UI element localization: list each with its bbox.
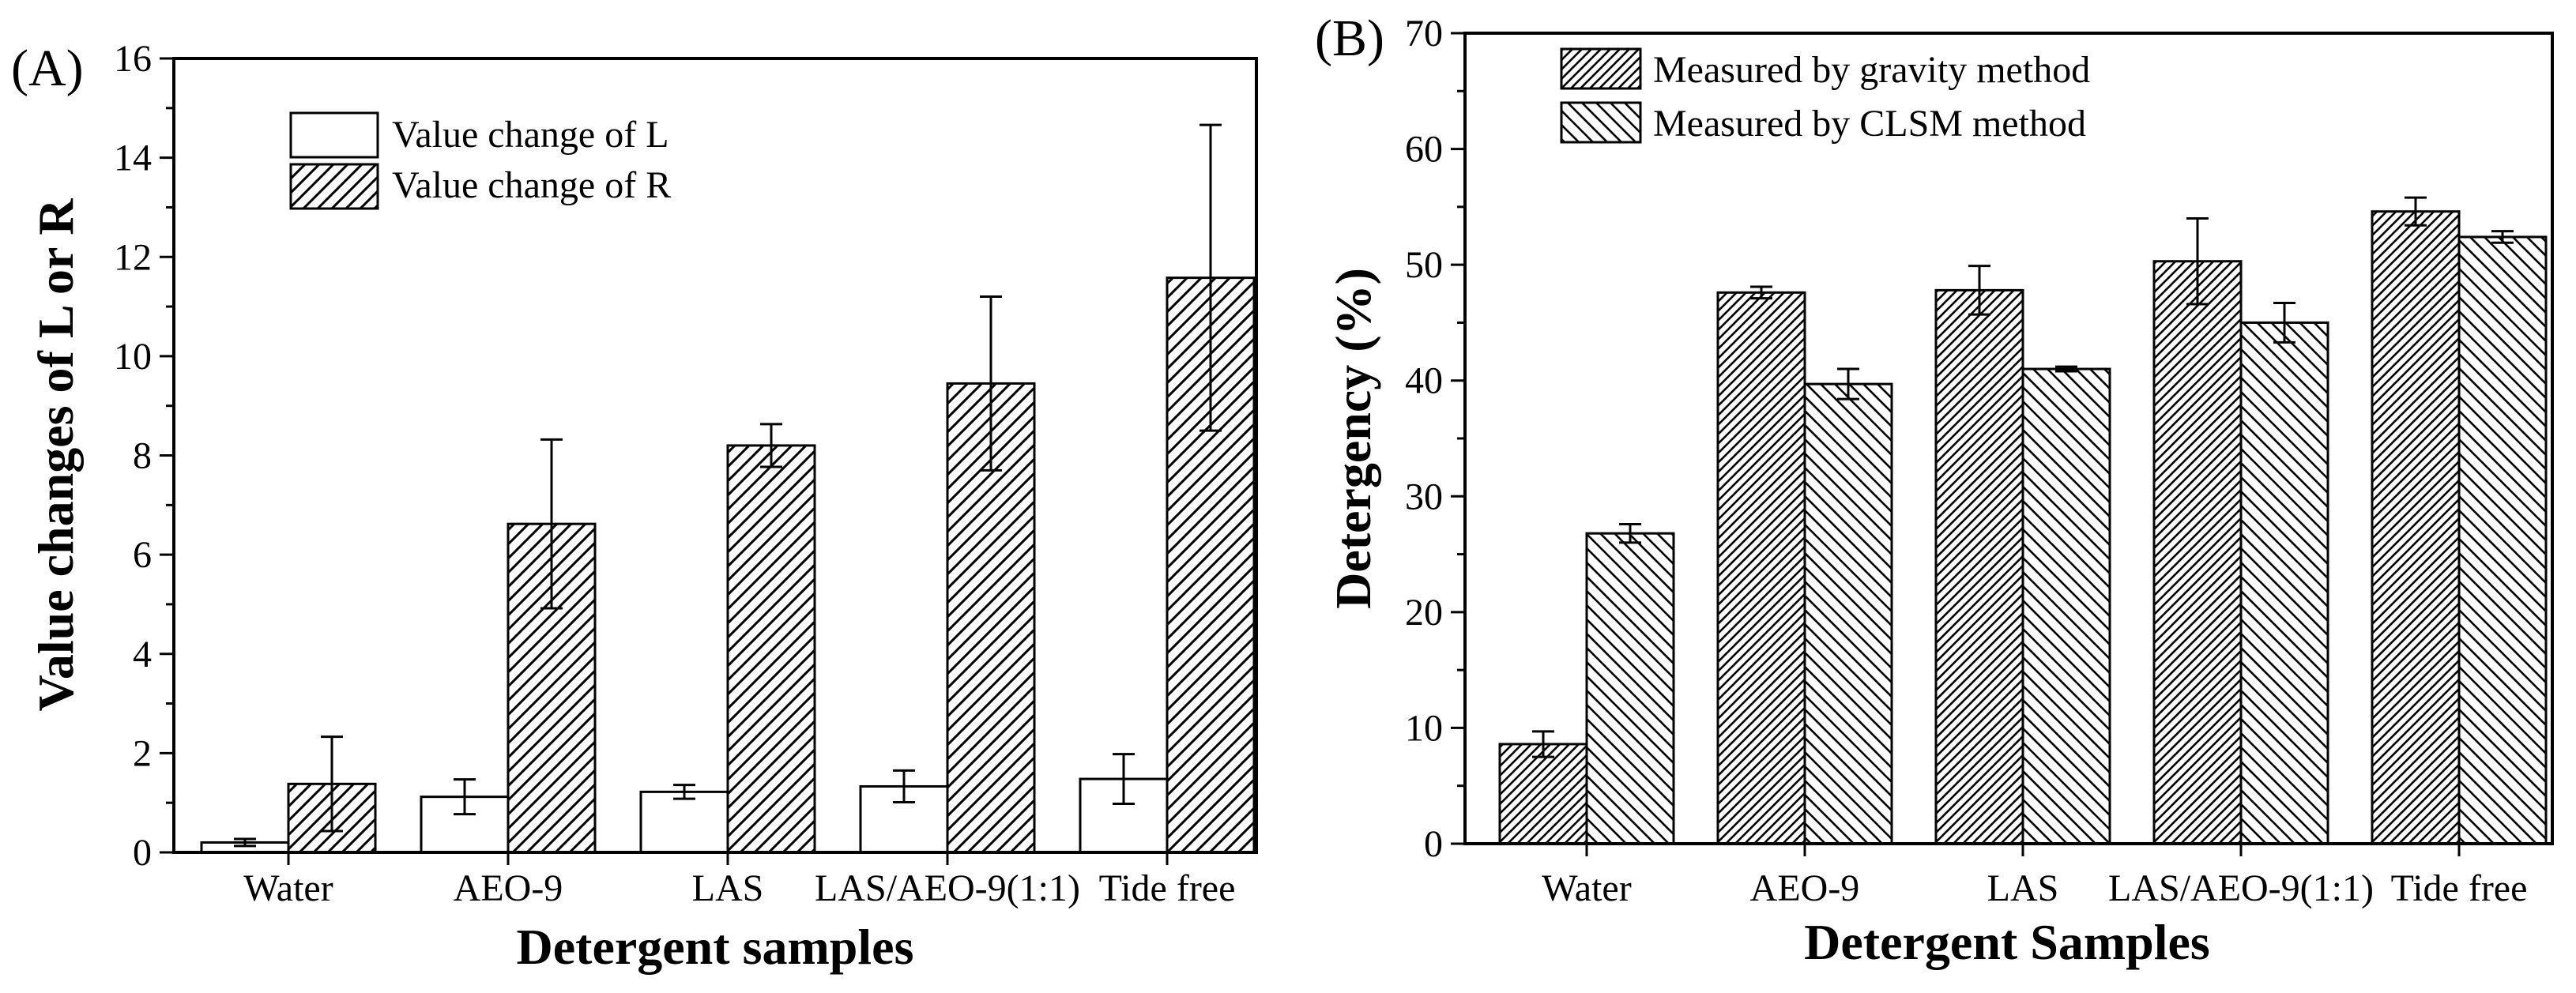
b-error-bar-1-0 <box>1619 522 1641 544</box>
a-x-tick-label: LAS <box>692 867 764 909</box>
a-error-bar-0-4 <box>1113 753 1135 805</box>
panel-b-y-axis-title: Detergency (%) <box>1325 268 1381 609</box>
b-bar-0-4 <box>2371 210 2461 845</box>
b-error-bar-0-2 <box>1968 265 1990 316</box>
b-x-tick-label: Tide free <box>2391 867 2528 909</box>
b-error-bar-0-0 <box>1532 730 1554 758</box>
a-error-bar-0-3 <box>893 769 915 804</box>
b-y-tick-label: 30 <box>1405 476 1443 517</box>
a-y-tick-label: 2 <box>133 732 152 774</box>
b-bar-1-0 <box>1585 532 1675 845</box>
b-x-tick-label: LAS <box>1987 867 2059 909</box>
b-bar-0-1 <box>1716 291 1806 845</box>
legend-gravity-label: Measured by gravity method <box>1653 49 2090 91</box>
b-bar-1-2 <box>2021 367 2111 845</box>
a-y-tick-label: 12 <box>114 236 152 278</box>
b-x-tick-label: AEO-9 <box>1750 867 1860 909</box>
b-y-tick-label: 40 <box>1405 360 1443 402</box>
panel-a-axes: Water AEO-9 LAS LAS/AEO-9(1:1) Tide free 0 2 4 6… <box>114 38 1235 909</box>
a-y-tick-label: 8 <box>133 435 152 477</box>
b-y-tick-label: 60 <box>1405 129 1443 171</box>
a-bar-1-2 <box>726 444 816 854</box>
b-bar-0-2 <box>1934 288 2024 845</box>
panel-a-label: (A) <box>11 39 84 97</box>
panel-a-legend: Value change of L Value change of R <box>289 111 671 210</box>
panel-b: (B) Measured by gravity method Measured … <box>1315 9 2554 970</box>
legend-clsm-label: Measured by CLSM method <box>1653 103 2086 145</box>
legend-r-label: Value change of R <box>392 164 671 206</box>
legend-l-label: Value change of L <box>392 114 669 156</box>
b-error-bar-0-3 <box>2186 217 2209 306</box>
a-x-tick-label: Tide free <box>1099 867 1236 909</box>
b-bar-1-3 <box>2239 321 2329 845</box>
b-bar-0-3 <box>2152 260 2243 845</box>
a-bar-0-2 <box>639 790 729 854</box>
b-y-tick-label: 70 <box>1405 13 1443 55</box>
legend-clsm-swatch <box>1560 101 1642 144</box>
b-bar-0-0 <box>1498 743 1588 845</box>
b-y-tick-label: 0 <box>1424 823 1443 865</box>
a-error-bar-0-0 <box>234 837 256 848</box>
panel-b-legend: Measured by gravity method Measured by C… <box>1560 47 2090 145</box>
panel-b-axes: Water AEO-9 LAS LAS/AEO-9(1:1) Tide free 0 10 2… <box>1405 13 2527 909</box>
a-y-tick-label: 6 <box>133 534 152 576</box>
a-y-tick-label: 16 <box>114 38 152 80</box>
a-x-tick-label: LAS/AEO-9(1:1) <box>815 867 1080 909</box>
a-error-bar-1-4 <box>1199 123 1222 432</box>
legend-r-swatch <box>289 163 379 210</box>
b-error-bar-1-3 <box>2273 302 2295 344</box>
a-error-bar-0-2 <box>673 784 695 800</box>
b-bar-1-4 <box>2457 235 2548 845</box>
panel-a-x-axis-title: Detergent samples <box>517 919 914 975</box>
b-error-bar-1-4 <box>2491 230 2514 244</box>
panel-a-bars <box>200 123 1256 854</box>
b-error-bar-1-2 <box>2055 365 2077 373</box>
b-error-bar-0-4 <box>2405 196 2427 227</box>
panel-b-label: (B) <box>1315 9 1384 67</box>
b-error-bar-0-1 <box>1750 285 1772 300</box>
legend-gravity-swatch <box>1560 47 1642 90</box>
a-error-bar-0-1 <box>454 778 476 816</box>
a-y-tick-label: 14 <box>114 137 152 179</box>
panel-a: (A) Value change of L Value change of R … <box>11 38 1258 975</box>
panel-b-bars <box>1498 196 2548 845</box>
legend-l-swatch <box>289 111 379 159</box>
a-error-bar-1-0 <box>321 735 343 833</box>
a-error-bar-1-2 <box>760 423 782 468</box>
b-error-bar-1-1 <box>1837 367 1859 401</box>
a-x-tick-label: Water <box>243 867 333 909</box>
b-bar-1-1 <box>1803 382 1893 845</box>
a-y-tick-label: 4 <box>133 634 152 675</box>
b-y-tick-label: 10 <box>1405 707 1443 749</box>
a-y-tick-label: 0 <box>133 832 152 874</box>
panel-b-x-axis-title: Detergent Samples <box>1804 914 2210 970</box>
panel-a-y-axis-title: Value changes of L or R <box>28 198 84 712</box>
a-error-bar-1-3 <box>980 295 1002 472</box>
b-x-tick-label: LAS/AEO-9(1:1) <box>2108 867 2374 909</box>
a-y-tick-label: 10 <box>114 336 152 378</box>
b-y-tick-label: 50 <box>1405 244 1443 286</box>
a-error-bar-1-1 <box>540 438 563 610</box>
a-x-tick-label: AEO-9 <box>454 867 563 909</box>
b-x-tick-label: Water <box>1542 867 1631 909</box>
b-y-tick-label: 20 <box>1405 592 1443 634</box>
